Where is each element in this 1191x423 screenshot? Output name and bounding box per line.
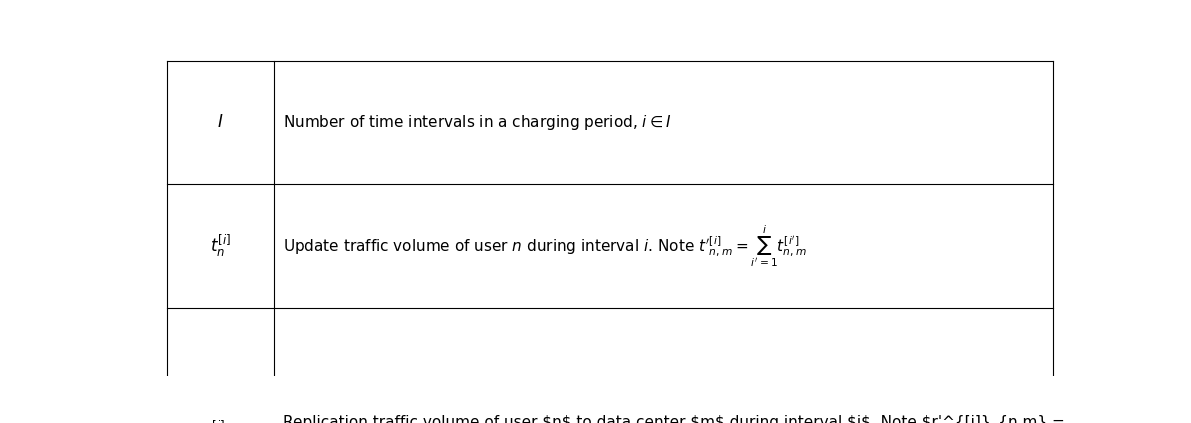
Bar [167,60,274,184]
Text: $t_n^{[i]}$: $t_n^{[i]}$ [210,233,231,259]
Bar [274,308,1054,423]
Text: Replication traffic volume of user $n$ to data center $m$ during interval $i$. N: Replication traffic volume of user $n$ t… [283,415,1065,423]
Text: $r_{n,m}^{[i]}$: $r_{n,m}^{[i]}$ [204,418,237,423]
Text: $I$: $I$ [217,113,224,132]
Text: Number of time intervals in a charging period, $i \in I$: Number of time intervals in a charging p… [283,113,672,132]
Text: Update traffic volume of user $n$ during interval $i$. Note $t'^{[i]}_{n,m} = \s: Update traffic volume of user $n$ during… [283,223,806,269]
Bar [274,184,1054,308]
Bar [167,184,274,308]
Bar [167,308,274,423]
Bar [274,60,1054,184]
